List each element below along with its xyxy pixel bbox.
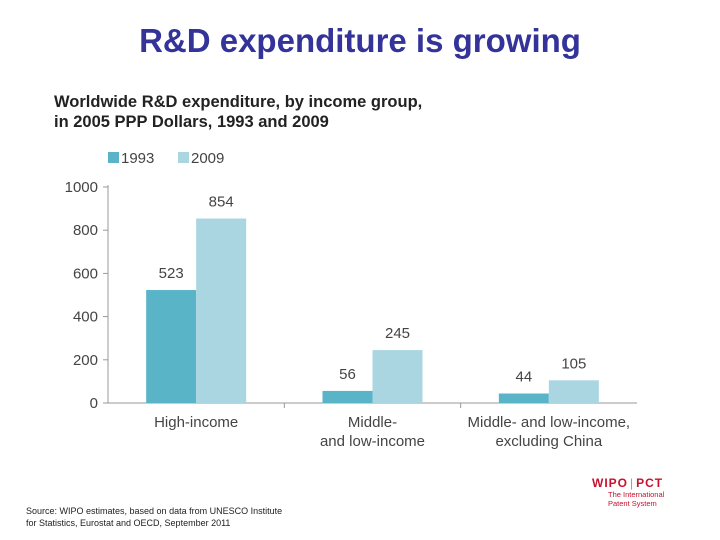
wipo-pct-logo: WIPO | PCT The International Patent System bbox=[592, 476, 692, 508]
data-label-1993-1: 56 bbox=[339, 366, 356, 383]
logo-tagline: The International Patent System bbox=[608, 490, 692, 508]
category-label-1-0: Middle- bbox=[348, 414, 397, 431]
data-label-2009-2: 105 bbox=[561, 355, 586, 372]
logo-tagline-line-1: The International bbox=[608, 490, 665, 499]
data-label-1993-2: 44 bbox=[515, 368, 532, 385]
bar-1993-2 bbox=[498, 393, 549, 403]
bar-2009-1 bbox=[372, 350, 423, 403]
y-tick-label-2: 400 bbox=[73, 309, 98, 326]
logo-wordmark: WIPO | PCT bbox=[592, 476, 692, 490]
category-label-2-1: excluding China bbox=[495, 433, 602, 450]
y-tick-label-5: 1000 bbox=[65, 179, 98, 196]
y-tick-label-3: 600 bbox=[73, 265, 98, 282]
data-label-1993-0: 523 bbox=[159, 265, 184, 282]
legend-label-1993: 1993 bbox=[121, 150, 154, 167]
category-label-0-0: High-income bbox=[154, 414, 238, 431]
legend-label-2009: 2009 bbox=[191, 150, 224, 167]
y-tick-label-4: 800 bbox=[73, 222, 98, 239]
slide-title: R&D expenditure is growing bbox=[139, 22, 581, 59]
bar-1993-0 bbox=[146, 290, 197, 403]
legend-swatch-2009 bbox=[178, 152, 189, 163]
logo-wipo: WIPO bbox=[592, 476, 628, 490]
source-line-2: for Statistics, Eurostat and OECD, Septe… bbox=[26, 518, 231, 528]
source-note: Source: WIPO estimates, based on data fr… bbox=[26, 505, 282, 529]
y-tick-label-1: 200 bbox=[73, 352, 98, 369]
y-tick-label-0: 0 bbox=[90, 395, 98, 412]
logo-pct: PCT bbox=[636, 476, 664, 490]
chart-title-line-1: Worldwide R&D expenditure, by income gro… bbox=[54, 93, 423, 111]
bar-2009-0 bbox=[196, 218, 247, 403]
source-line-1: Source: WIPO estimates, based on data fr… bbox=[26, 506, 283, 516]
data-label-2009-1: 245 bbox=[385, 325, 410, 342]
category-label-2-0: Middle- and low-income, bbox=[468, 414, 631, 431]
data-label-2009-0: 854 bbox=[209, 194, 234, 211]
logo-tagline-line-2: Patent System bbox=[608, 499, 657, 508]
category-label-1-1: and low-income bbox=[320, 433, 425, 450]
chart-title: Worldwide R&D expenditure, by income gro… bbox=[54, 92, 474, 132]
chart-title-line-2: in 2005 PPP Dollars, 1993 and 2009 bbox=[54, 113, 329, 131]
bar-1993-1 bbox=[322, 390, 373, 403]
legend-swatch-1993 bbox=[108, 152, 119, 163]
bar-chart: 0 200 400 600 800 1000 523 854 High-income 56 245 M… bbox=[65, 150, 637, 450]
bar-2009-2 bbox=[548, 380, 599, 403]
logo-separator: | bbox=[630, 476, 635, 490]
